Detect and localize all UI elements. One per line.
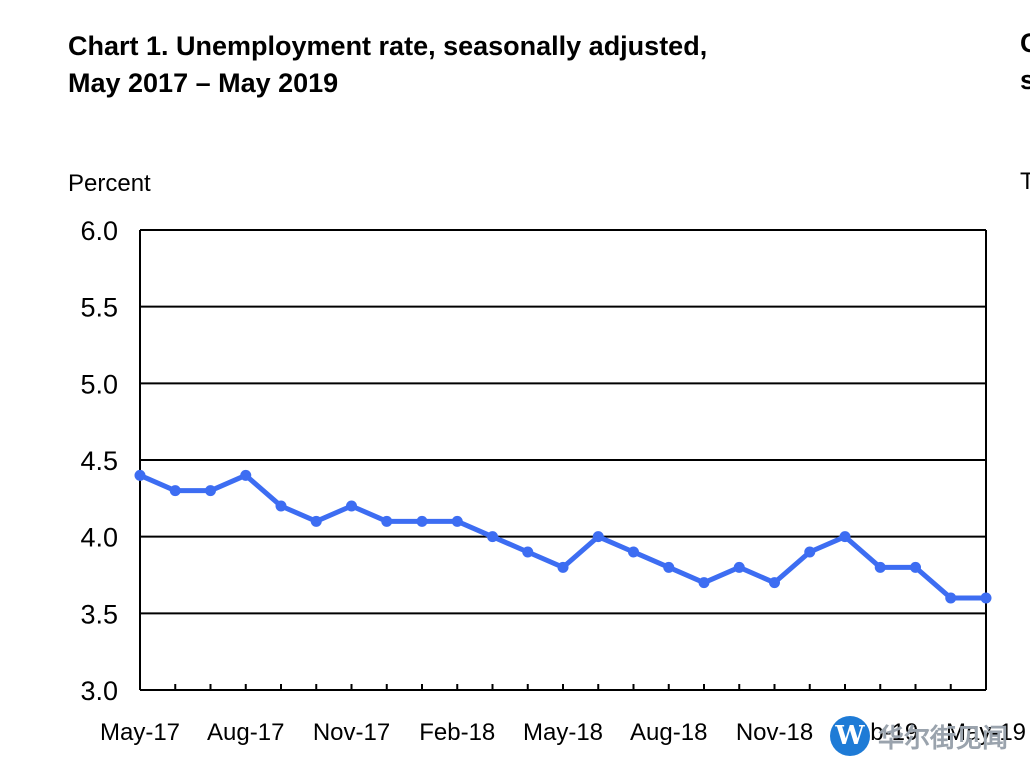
y-tick-label: 6.0	[80, 216, 118, 246]
clipped-adjacent-title-2: s	[1020, 65, 1030, 95]
data-point	[980, 592, 992, 604]
data-point	[628, 546, 639, 558]
data-point	[205, 485, 216, 497]
chart-title: Chart 1. Unemployment rate, seasonally a…	[68, 28, 707, 102]
data-point	[733, 561, 745, 573]
chart-title-line-2: May 2017 – May 2019	[68, 68, 339, 98]
x-tick-label: May-18	[523, 719, 603, 746]
y-tick-label: 5.5	[80, 293, 118, 323]
data-point	[910, 561, 921, 573]
y-tick-label: 4.0	[80, 523, 118, 553]
y-tick-label: 3.0	[80, 676, 118, 706]
data-point	[557, 561, 569, 573]
data-point	[663, 561, 675, 573]
gridlines	[140, 229, 986, 615]
x-tick-label: May-19	[946, 719, 1026, 746]
watermark: W 华尔街见闻	[830, 716, 1008, 756]
x-tick-label: Aug-18	[630, 719, 707, 746]
data-point	[240, 469, 252, 481]
y-tick-label: 4.5	[80, 446, 118, 476]
y-axis-unit-label: Percent	[68, 170, 151, 197]
y-tick-label: 3.5	[80, 599, 118, 629]
y-tick-label: 5.0	[80, 369, 118, 399]
data-point	[381, 515, 393, 527]
axes	[139, 230, 987, 691]
series-points	[134, 469, 992, 604]
watermark-logo-icon: W	[830, 716, 870, 756]
data-point	[169, 485, 181, 497]
x-tick-label: May-17	[100, 719, 180, 746]
data-point	[134, 469, 146, 481]
data-point	[945, 592, 957, 604]
data-point	[592, 531, 604, 543]
x-tick-labels: May-17 Aug-17 Nov-17 Feb-18 May-18 Aug-18 Nov-…	[100, 719, 1026, 746]
x-tick-label: Nov-17	[313, 719, 390, 746]
x-tick-label: Aug-17	[207, 719, 284, 746]
data-point	[804, 546, 816, 558]
data-point	[487, 531, 498, 543]
data-point	[451, 515, 463, 527]
data-point	[416, 515, 428, 527]
clipped-adjacent-title-1: C	[1020, 28, 1030, 58]
x-tick-label: Feb-18	[419, 719, 495, 746]
clipped-adjacent-label: T	[1020, 168, 1030, 195]
data-point	[769, 577, 780, 589]
data-point	[310, 515, 322, 527]
y-tick-labels: 6.0 5.5 5.0 4.5 4.0 3.5 3.0	[80, 216, 118, 706]
data-point	[522, 546, 534, 558]
data-point	[275, 500, 287, 512]
x-tick-label: Nov-18	[736, 719, 813, 746]
chart-title-line-1: Chart 1. Unemployment rate, seasonally a…	[68, 31, 708, 61]
data-point	[698, 577, 710, 589]
data-point	[346, 500, 357, 512]
data-point	[839, 531, 851, 543]
data-point	[874, 561, 886, 573]
watermark-text: 华尔街见闻	[878, 723, 1009, 754]
